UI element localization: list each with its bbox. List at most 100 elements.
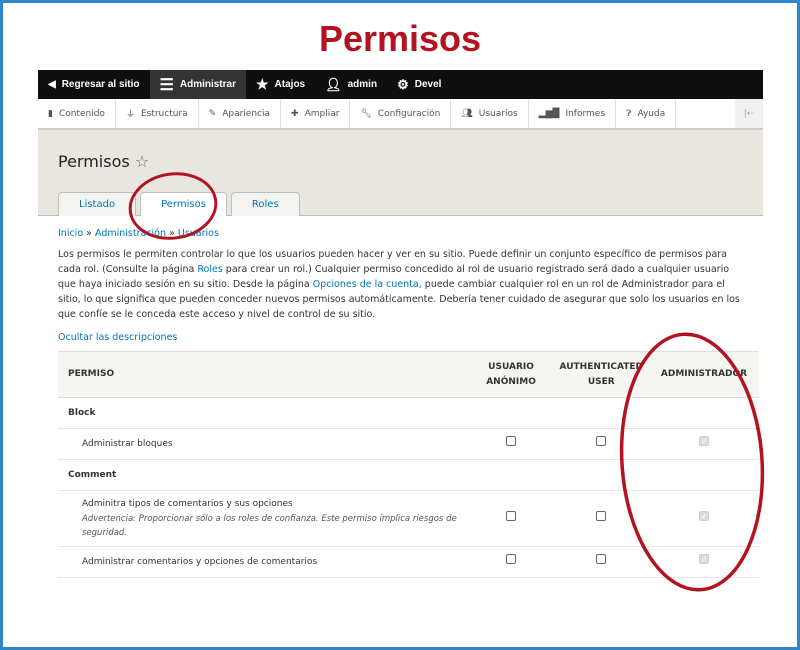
tray-help[interactable]: ❓︎ Ayuda <box>616 99 677 128</box>
desc-text: Los permisos le permiten controlar lo qu… <box>58 249 727 275</box>
brush-icon: ✎ <box>208 108 217 119</box>
admin-tray: ▮ Contenido ⏚ Estructura ✎ Apariencia ✚ Ampl… <box>38 99 763 130</box>
breadcrumb-users[interactable]: Usuarios <box>177 228 219 239</box>
group-row: Comment <box>58 459 759 491</box>
permission-label: Adminitra tipos de comentarios y sus opc… <box>58 490 469 547</box>
permission-row: Adminitra tipos de comentarios y sus opc… <box>58 490 759 547</box>
col-permission: PERMISO <box>58 351 469 398</box>
tray-appearance[interactable]: ✎ Apariencia <box>199 99 282 128</box>
tray-extend[interactable]: ✚ Ampliar <box>281 99 351 128</box>
description: Los permisos le permiten controlar lo qu… <box>58 247 743 322</box>
permission-cell <box>553 428 649 460</box>
page-title: Permisos ☆ <box>58 152 149 171</box>
toolbar-shortcuts[interactable]: ★ Atajos <box>246 70 315 99</box>
back-circle-icon: ◀ <box>48 79 56 90</box>
tray-label: Estructura <box>140 108 188 119</box>
tray-label: Configuración <box>377 108 441 119</box>
permission-cell <box>649 546 759 578</box>
page-title-text: Permisos <box>58 152 130 171</box>
breadcrumb-home[interactable]: Inicio <box>58 228 84 239</box>
user-icon: 👤︎ <box>325 76 342 92</box>
permission-checkbox[interactable] <box>506 510 517 521</box>
permission-checkbox[interactable] <box>596 510 607 521</box>
permission-row: Administrar comentarios y opciones de co… <box>58 546 759 578</box>
permission-checkbox[interactable] <box>506 436 517 446</box>
permission-name: Administrar bloques <box>82 438 173 449</box>
account-options-link[interactable]: Opciones de la cuenta, <box>312 279 422 290</box>
group-row: Block <box>58 397 759 429</box>
permission-checkbox[interactable] <box>506 554 517 564</box>
collapse-tray-button[interactable]: |⇠ <box>735 99 763 128</box>
tray-label: Ampliar <box>304 108 340 119</box>
desc-text: para crear un rol.) Cualquier permiso co… <box>58 264 730 290</box>
bar-chart-icon: ▂▆█ <box>538 108 560 119</box>
permission-checkbox[interactable] <box>596 554 607 564</box>
permission-checkbox[interactable] <box>596 436 607 446</box>
col-authenticated: AUTHENTICATED USER <box>553 351 649 398</box>
tab-roles[interactable]: Roles <box>230 192 300 216</box>
gear-icon: ⚙ <box>397 76 409 92</box>
permissions-table: PERMISO USUARIO ANÓNIMO AUTHENTICATED US… <box>58 351 759 578</box>
breadcrumb-admin[interactable]: Administración <box>95 228 167 239</box>
page-caption: Permisos <box>318 18 482 59</box>
toolbar-label: Atajos <box>274 79 306 90</box>
tray-content[interactable]: ▮ Contenido <box>38 99 116 128</box>
permission-cell <box>468 428 554 460</box>
file-icon: ▮ <box>48 108 53 119</box>
menu-icon: ☰ <box>159 76 174 94</box>
tray-label: Usuarios <box>478 108 518 119</box>
group-name: Comment <box>58 459 759 491</box>
tray-config[interactable]: 🔧︎ Configuración <box>350 99 452 128</box>
collapse-icon: |⇠ <box>743 108 755 119</box>
permission-checkbox <box>699 552 709 567</box>
group-name: Block <box>58 397 759 429</box>
permission-name: Administrar comentarios y opciones de co… <box>82 556 318 567</box>
desc-text: puede cambiar cualquier rol en un rol de… <box>58 279 740 320</box>
users-icon: 👥︎ <box>461 108 473 119</box>
toolbar-manage[interactable]: ☰ Administrar <box>149 70 246 99</box>
toolbar-label: admin <box>347 79 378 90</box>
permission-checkbox <box>699 434 709 449</box>
tray-users[interactable]: 👥︎ Usuarios <box>451 99 529 128</box>
permission-cell <box>553 490 649 547</box>
tab-listado[interactable]: Listado <box>58 192 137 216</box>
tray-label: Informes <box>565 108 606 119</box>
permission-checkbox <box>699 509 709 524</box>
permission-row: Administrar bloques <box>58 428 759 460</box>
admin-ui: ◀ Regresar al sitio ☰ Administrar ★ Atajos … <box>38 70 763 590</box>
wrench-icon: 🔧︎ <box>360 108 372 119</box>
toolbar-user[interactable]: 👤︎ admin <box>315 70 387 99</box>
tab-permisos[interactable]: Permisos <box>140 192 227 216</box>
tray-label: Apariencia <box>222 108 271 119</box>
permission-cell <box>553 546 649 578</box>
sitemap-icon: ⏚ <box>125 110 135 120</box>
tray-label: Contenido <box>58 108 105 119</box>
toolbar-devel[interactable]: ⚙ Devel <box>387 70 451 99</box>
permission-cell <box>649 490 759 547</box>
tabs: Listado Permisos Roles <box>58 192 300 216</box>
permission-cell <box>468 546 554 578</box>
col-administrator: ADMINISTRADOR <box>649 351 759 398</box>
col-anonymous: USUARIO ANÓNIMO <box>468 351 554 398</box>
toolbar-label: Administrar <box>179 79 236 90</box>
hide-descriptions-link[interactable]: Ocultar las descripciones <box>58 332 178 343</box>
tray-reports[interactable]: ▂▆█ Informes <box>529 99 617 128</box>
permission-label: Administrar comentarios y opciones de co… <box>58 546 469 578</box>
puzzle-icon: ✚ <box>291 108 299 119</box>
permission-cell <box>468 490 554 547</box>
main-content: Inicio » Administración » Usuarios Los p… <box>38 216 763 588</box>
toolbar-back[interactable]: ◀ Regresar al sitio <box>38 70 150 99</box>
star-icon: ★ <box>255 76 269 92</box>
star-outline-icon[interactable]: ☆ <box>134 152 150 171</box>
roles-link[interactable]: Roles <box>197 264 223 275</box>
help-icon: ❓︎ <box>626 108 632 119</box>
tray-label: Ayuda <box>637 108 666 119</box>
permission-cell <box>649 428 759 460</box>
tray-structure[interactable]: ⏚ Estructura <box>116 99 199 128</box>
breadcrumb: Inicio » Administración » Usuarios <box>58 228 219 239</box>
admin-toolbar: ◀ Regresar al sitio ☰ Administrar ★ Atajos … <box>38 70 763 99</box>
permission-label: Administrar bloques <box>58 428 469 460</box>
toolbar-label: Regresar al sitio <box>61 79 140 90</box>
permission-warning: Advertencia: Proporcionar sólo a los rol… <box>82 514 457 538</box>
